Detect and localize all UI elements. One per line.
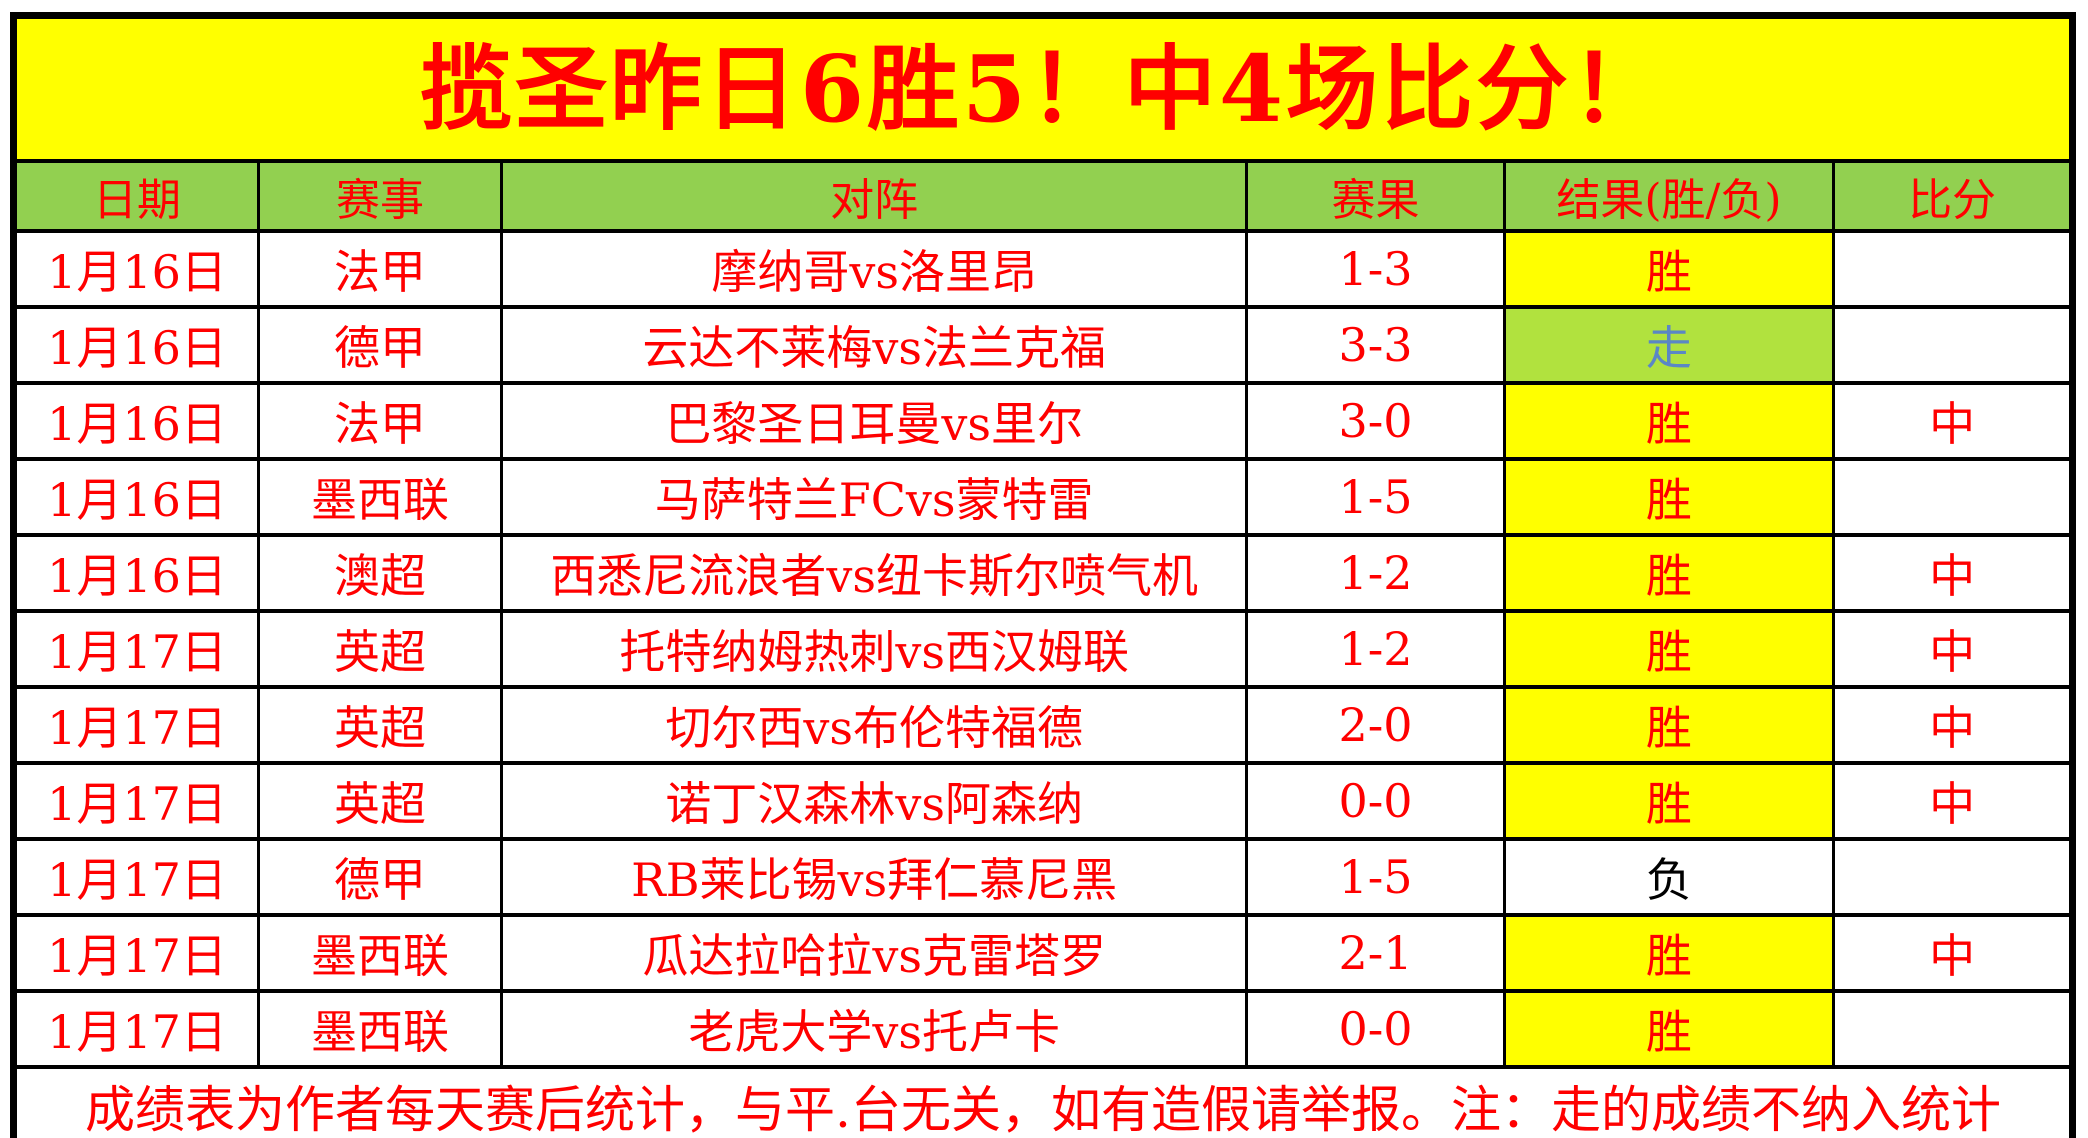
hit-cell: 中: [1832, 609, 2074, 689]
table-row: 1月17日 墨西联 老虎大学vs托卢卡 0-0 胜: [11, 989, 2074, 1069]
match-cell: RB莱比锡vs拜仁慕尼黑: [499, 837, 1249, 917]
result-cell: 胜: [1502, 609, 1836, 689]
score-cell: 2-0: [1245, 685, 1506, 765]
footer-note: 成绩表为作者每天赛后统计，与平.台无关，如有造假请举报。注：走的成绩不纳入统计: [12, 1065, 2074, 1138]
table-row: 1月17日 德甲 RB莱比锡vs拜仁慕尼黑 1-5 负: [11, 837, 2074, 917]
league-cell: 墨西联: [257, 457, 503, 537]
date-cell: 1月16日: [11, 457, 261, 537]
league-cell: 德甲: [257, 305, 503, 385]
result-cell: 胜: [1502, 457, 1836, 537]
title-row: 揽圣昨日6胜5！中4场比分！: [12, 13, 2074, 163]
match-cell: 诺丁汉森林vs阿森纳: [499, 761, 1249, 841]
table-row: 1月17日 英超 切尔西vs布伦特福德 2-0 胜 中: [11, 685, 2074, 765]
match-cell: 巴黎圣日耳曼vs里尔: [499, 381, 1249, 461]
result-cell: 胜: [1502, 761, 1836, 841]
hit-cell: [1832, 989, 2074, 1069]
match-cell: 摩纳哥vs洛里昂: [499, 229, 1249, 309]
score-cell: 1-5: [1245, 837, 1506, 917]
result-cell: 胜: [1502, 685, 1836, 765]
result-cell: 胜: [1502, 533, 1836, 613]
result-cell: 负: [1502, 837, 1836, 917]
score-cell: 3-3: [1245, 305, 1506, 385]
table-row: 1月16日 德甲 云达不莱梅vs法兰克福 3-3 走: [11, 305, 2074, 385]
date-cell: 1月17日: [11, 913, 261, 993]
match-cell: 西悉尼流浪者vs纽卡斯尔喷气机: [499, 533, 1249, 613]
date-cell: 1月16日: [11, 305, 261, 385]
score-cell: 2-1: [1245, 913, 1506, 993]
date-cell: 1月17日: [11, 837, 261, 917]
score-cell: 1-2: [1245, 609, 1506, 689]
league-cell: 英超: [257, 609, 503, 689]
result-cell: 胜: [1502, 913, 1836, 993]
date-cell: 1月17日: [11, 761, 261, 841]
hit-cell: [1832, 457, 2074, 537]
hit-cell: [1832, 837, 2074, 917]
date-cell: 1月16日: [11, 533, 261, 613]
table-row: 1月17日 墨西联 瓜达拉哈拉vs克雷塔罗 2-1 胜 中: [11, 913, 2074, 993]
league-cell: 澳超: [257, 533, 503, 613]
hit-cell: 中: [1832, 761, 2074, 841]
table-row: 1月17日 英超 诺丁汉森林vs阿森纳 0-0 胜 中: [11, 761, 2074, 841]
score-cell: 1-2: [1245, 533, 1506, 613]
result-cell: 胜: [1502, 229, 1836, 309]
col-header-score: 赛果: [1245, 159, 1506, 233]
match-cell: 托特纳姆热刺vs西汉姆联: [499, 609, 1249, 689]
hit-cell: 中: [1832, 913, 2074, 993]
score-cell: 0-0: [1245, 761, 1506, 841]
score-cell: 0-0: [1245, 989, 1506, 1069]
column-header-row: 日期 赛事 对阵 赛果 结果(胜/负) 比分: [11, 159, 2074, 233]
table-row: 1月16日 法甲 巴黎圣日耳曼vs里尔 3-0 胜 中: [11, 381, 2074, 461]
results-table: 揽圣昨日6胜5！中4场比分！ 日期 赛事 对阵 赛果 结果(胜/负) 比分 1月…: [10, 12, 2076, 1138]
date-cell: 1月16日: [11, 229, 261, 309]
result-cell: 胜: [1502, 381, 1836, 461]
score-cell: 1-5: [1245, 457, 1506, 537]
col-header-result: 结果(胜/负): [1502, 159, 1836, 233]
table-row: 1月16日 墨西联 马萨特兰FCvs蒙特雷 1-5 胜: [11, 457, 2074, 537]
hit-cell: [1832, 229, 2074, 309]
result-cell: 走: [1502, 305, 1836, 385]
league-cell: 法甲: [257, 229, 503, 309]
hit-cell: 中: [1832, 685, 2074, 765]
footer-row: 成绩表为作者每天赛后统计，与平.台无关，如有造假请举报。注：走的成绩不纳入统计: [12, 1065, 2074, 1138]
result-cell: 胜: [1502, 989, 1836, 1069]
league-cell: 德甲: [257, 837, 503, 917]
date-cell: 1月17日: [11, 989, 261, 1069]
table-row: 1月16日 法甲 摩纳哥vs洛里昂 1-3 胜: [11, 229, 2074, 309]
match-cell: 马萨特兰FCvs蒙特雷: [499, 457, 1249, 537]
league-cell: 英超: [257, 685, 503, 765]
match-cell: 切尔西vs布伦特福德: [499, 685, 1249, 765]
col-header-hit: 比分: [1832, 159, 2074, 233]
date-cell: 1月16日: [11, 381, 261, 461]
col-header-league: 赛事: [257, 159, 503, 233]
score-cell: 1-3: [1245, 229, 1506, 309]
match-cell: 瓜达拉哈拉vs克雷塔罗: [499, 913, 1249, 993]
col-header-date: 日期: [11, 159, 261, 233]
match-cell: 老虎大学vs托卢卡: [499, 989, 1249, 1069]
hit-cell: 中: [1832, 381, 2074, 461]
hit-cell: [1832, 305, 2074, 385]
league-cell: 墨西联: [257, 989, 503, 1069]
page-title: 揽圣昨日6胜5！中4场比分！: [12, 13, 2074, 163]
match-cell: 云达不莱梅vs法兰克福: [499, 305, 1249, 385]
date-cell: 1月17日: [11, 609, 261, 689]
league-cell: 英超: [257, 761, 503, 841]
date-cell: 1月17日: [11, 685, 261, 765]
table-row: 1月16日 澳超 西悉尼流浪者vs纽卡斯尔喷气机 1-2 胜 中: [11, 533, 2074, 613]
score-cell: 3-0: [1245, 381, 1506, 461]
col-header-match: 对阵: [499, 159, 1249, 233]
table-row: 1月17日 英超 托特纳姆热刺vs西汉姆联 1-2 胜 中: [11, 609, 2074, 689]
league-cell: 法甲: [257, 381, 503, 461]
league-cell: 墨西联: [257, 913, 503, 993]
hit-cell: 中: [1832, 533, 2074, 613]
